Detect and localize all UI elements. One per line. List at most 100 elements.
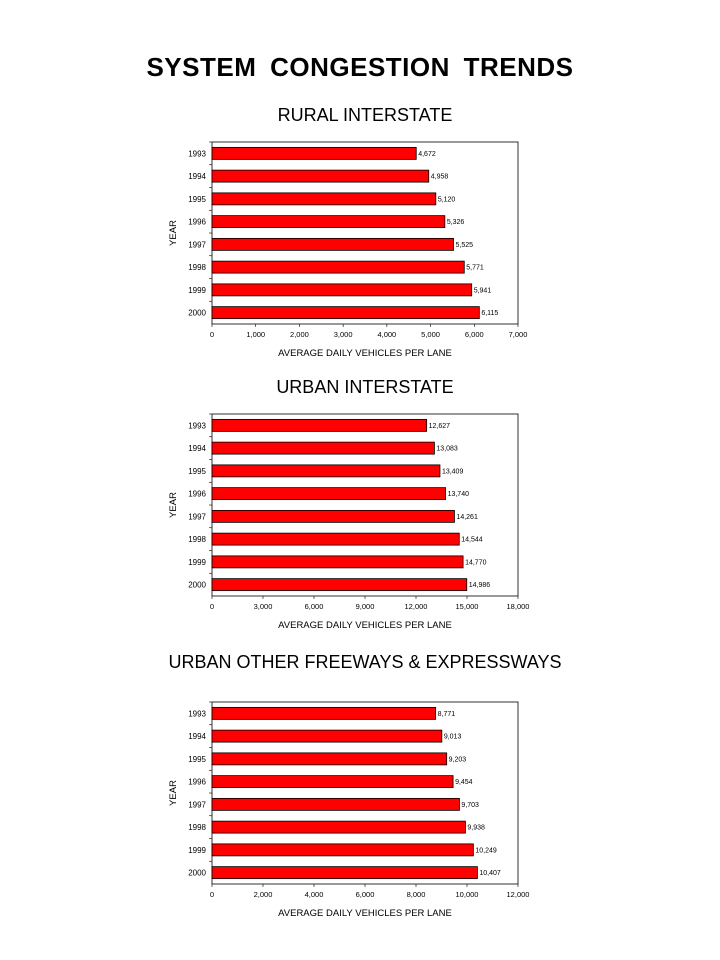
x-axis-title: AVERAGE DAILY VEHICLES PER LANE [278,348,452,359]
bar-value-label: 5,771 [466,265,484,272]
bar-value-label: 14,986 [469,582,491,589]
bar-value-label: 13,083 [436,446,458,453]
bar-1996 [211,487,446,501]
y-tick-label: 1993 [188,421,206,430]
x-tick-label: 6,000 [465,330,484,339]
bar-1998 [211,260,465,274]
chart-urban-other-freeways: 8,771 1993 9,013 1994 9,203 1995 9,454 1996 9,70… [168,701,529,919]
x-axis-title: AVERAGE DAILY VEHICLES PER LANE [278,620,452,631]
bar-value-label: 5,326 [447,219,465,226]
chart-urban-interstate: 12,627 1993 13,083 1994 13,409 1995 13,740 1996… [168,413,530,631]
y-tick-label: 1998 [188,823,206,832]
x-tick-label: 10,000 [456,890,479,899]
x-tick-label: 3,000 [334,330,353,339]
bar-1999 [211,283,473,297]
plot-frame [211,413,519,597]
bar-1995 [211,752,448,766]
y-tick-label: 1996 [188,218,206,227]
bar-value-label: 9,703 [461,802,479,809]
y-tick-label: 1998 [188,535,206,544]
bar-2000 [211,306,480,320]
bar-1999 [211,843,474,857]
x-tick-label: 1,000 [246,330,265,339]
bar-1994 [211,441,435,455]
bar-1996 [211,775,454,789]
y-tick-label: 1996 [188,778,206,787]
bar-value-label: 14,544 [461,537,483,544]
bar-2000 [211,578,468,592]
x-tick-label: 2,000 [254,890,273,899]
x-tick-label: 12,000 [405,602,428,611]
y-tick-label: 1997 [188,800,206,809]
y-tick-label: 1994 [188,172,206,181]
plot-frame [211,141,519,325]
y-axis-title: YEAR [168,780,179,806]
y-tick-label: 2000 [188,309,206,318]
x-tick-label: 7,000 [509,330,528,339]
y-tick-label: 2000 [188,869,206,878]
plot-frame [211,701,519,885]
y-tick-label: 1999 [188,846,206,855]
bar-2000 [211,866,478,880]
bar-value-label: 9,454 [455,779,473,786]
bar-value-label: 13,740 [448,491,470,498]
bar-value-label: 4,958 [431,174,449,181]
y-tick-label: 1999 [188,558,206,567]
x-tick-label: 8,000 [407,890,426,899]
bar-1993 [211,706,437,720]
chart-title-rural-interstate: RURAL INTERSTATE [277,105,453,125]
bar-value-label: 10,249 [475,847,497,854]
bar-1993 [211,418,428,432]
y-tick-label: 1997 [188,512,206,521]
x-axis-title: AVERAGE DAILY VEHICLES PER LANE [278,908,452,919]
bar-value-label: 8,771 [438,711,456,718]
bar-1995 [211,192,437,206]
bar-value-label: 4,672 [418,151,436,158]
y-tick-label: 1995 [188,195,206,204]
y-tick-label: 2000 [188,581,206,590]
x-tick-label: 0 [210,890,214,899]
y-tick-label: 1996 [188,490,206,499]
x-tick-label: 4,000 [305,890,324,899]
x-tick-label: 9,000 [356,602,375,611]
bar-value-label: 10,407 [479,870,501,877]
bar-value-label: 9,938 [467,825,485,832]
y-tick-label: 1993 [188,149,206,158]
y-axis-title: YEAR [168,492,179,518]
x-tick-label: 0 [210,602,214,611]
y-tick-label: 1995 [188,467,206,476]
chart-title-urban-interstate: URBAN INTERSTATE [276,377,454,397]
bar-value-label: 14,261 [456,514,478,521]
bar-1995 [211,464,441,478]
bar-value-label: 6,115 [481,310,498,317]
bar-1994 [211,729,443,743]
x-tick-label: 6,000 [305,602,324,611]
x-tick-label: 15,000 [456,602,479,611]
x-tick-label: 4,000 [377,330,396,339]
bar-1996 [211,215,446,229]
bar-value-label: 9,203 [449,756,467,763]
y-tick-label: 1994 [188,444,206,453]
x-tick-label: 0 [210,330,214,339]
bar-1998 [211,532,460,546]
y-tick-label: 1997 [188,240,206,249]
y-tick-label: 1999 [188,286,206,295]
bar-value-label: 9,013 [444,734,462,741]
x-tick-label: 2,000 [290,330,309,339]
bar-value-label: 5,941 [474,287,492,294]
bar-1997 [211,237,454,251]
bar-1998 [211,820,466,834]
bar-value-label: 12,627 [429,423,451,430]
y-tick-label: 1993 [188,709,206,718]
y-axis-title: YEAR [168,220,179,246]
x-tick-label: 18,000 [507,602,530,611]
bar-1997 [211,797,460,811]
x-tick-label: 3,000 [254,602,273,611]
y-tick-label: 1998 [188,263,206,272]
bar-value-label: 14,770 [465,559,487,566]
page-title: SYSTEM CONGESTION TRENDS [146,52,574,82]
chart-title-urban-other-freeways: URBAN OTHER FREEWAYS & EXPRESSWAYS [168,652,562,672]
chart-rural-interstate: 4,672 1993 4,958 1994 5,120 1995 5,326 1996 5,52… [168,141,528,359]
bar-1999 [211,555,464,569]
bar-1997 [211,509,455,523]
